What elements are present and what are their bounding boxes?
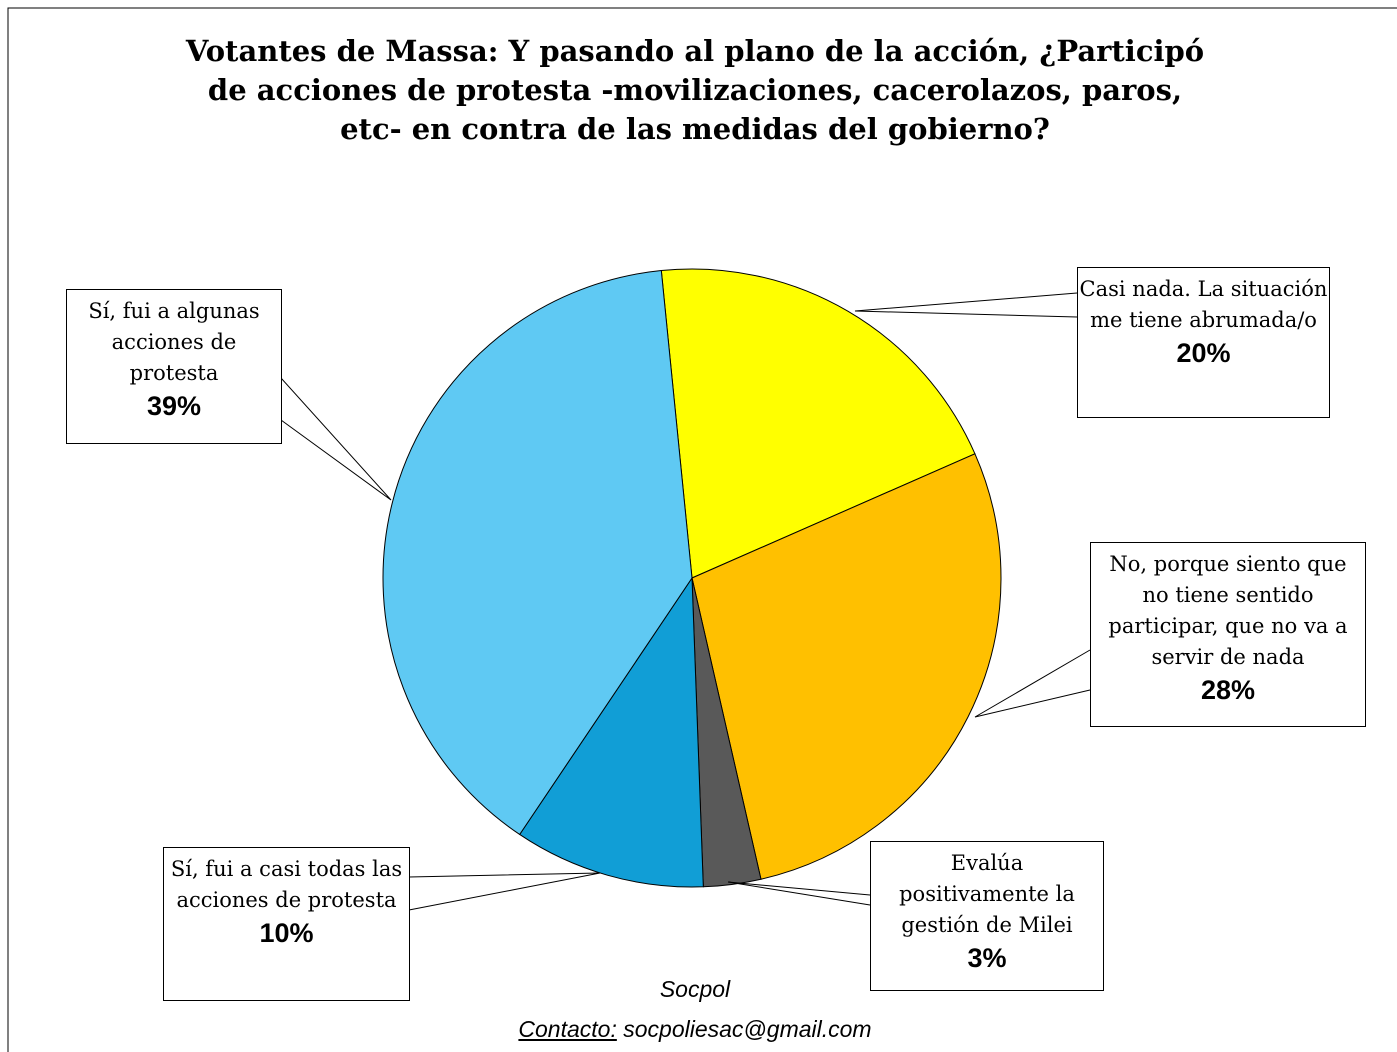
slice-label: No, porque siento que no tiene sentido p… — [1108, 552, 1348, 669]
slice-label: Sí, fui a casi todas las acciones de pro… — [170, 857, 403, 912]
contact-line: Contacto: socpoliesac@gmail.com — [400, 1016, 990, 1043]
leader-line — [727, 881, 871, 906]
value-label: 39% — [146, 391, 202, 421]
leaders — [280, 292, 1091, 911]
contact: socpoliesac@gmail.com — [623, 1016, 872, 1042]
frame — [7, 7, 1397, 1052]
slice-label: Casi nada. La situación me tiene abrumad… — [1079, 277, 1328, 332]
chart-title: Votantes de Massa: Y pasando al plano de… — [185, 34, 1205, 146]
label-box: No, porque siento que no tiene sentido p… — [1090, 542, 1366, 727]
label-box: Sí, fui a algunas acciones de protesta 3… — [66, 289, 282, 444]
slice-label: Sí, fui a algunas acciones de protesta — [88, 299, 260, 385]
label-box: Casi nada. La situación me tiene abrumad… — [1077, 267, 1330, 418]
leader-line — [280, 377, 392, 501]
leader-line — [974, 649, 1091, 718]
slice — [382, 269, 693, 836]
slice-label: Evalúa positivamente la gestión de Milei — [899, 851, 1075, 937]
slice — [660, 268, 976, 579]
value-label: 28% — [1200, 675, 1256, 705]
label-box: Sí, fui a casi todas las acciones de pro… — [163, 847, 410, 1001]
leader-line — [408, 872, 601, 911]
slice — [691, 453, 1002, 880]
pie — [382, 268, 1002, 888]
value-label: 20% — [1176, 338, 1231, 368]
value-label: 10% — [259, 918, 314, 948]
contact-label: Contacto: — [518, 1016, 617, 1042]
slice — [518, 576, 704, 888]
source: Socpol — [659, 976, 731, 1002]
leader-line — [854, 292, 1078, 318]
label-box: Evalúa positivamente la gestión de Milei… — [870, 841, 1104, 991]
value-label: 3% — [967, 943, 1007, 973]
